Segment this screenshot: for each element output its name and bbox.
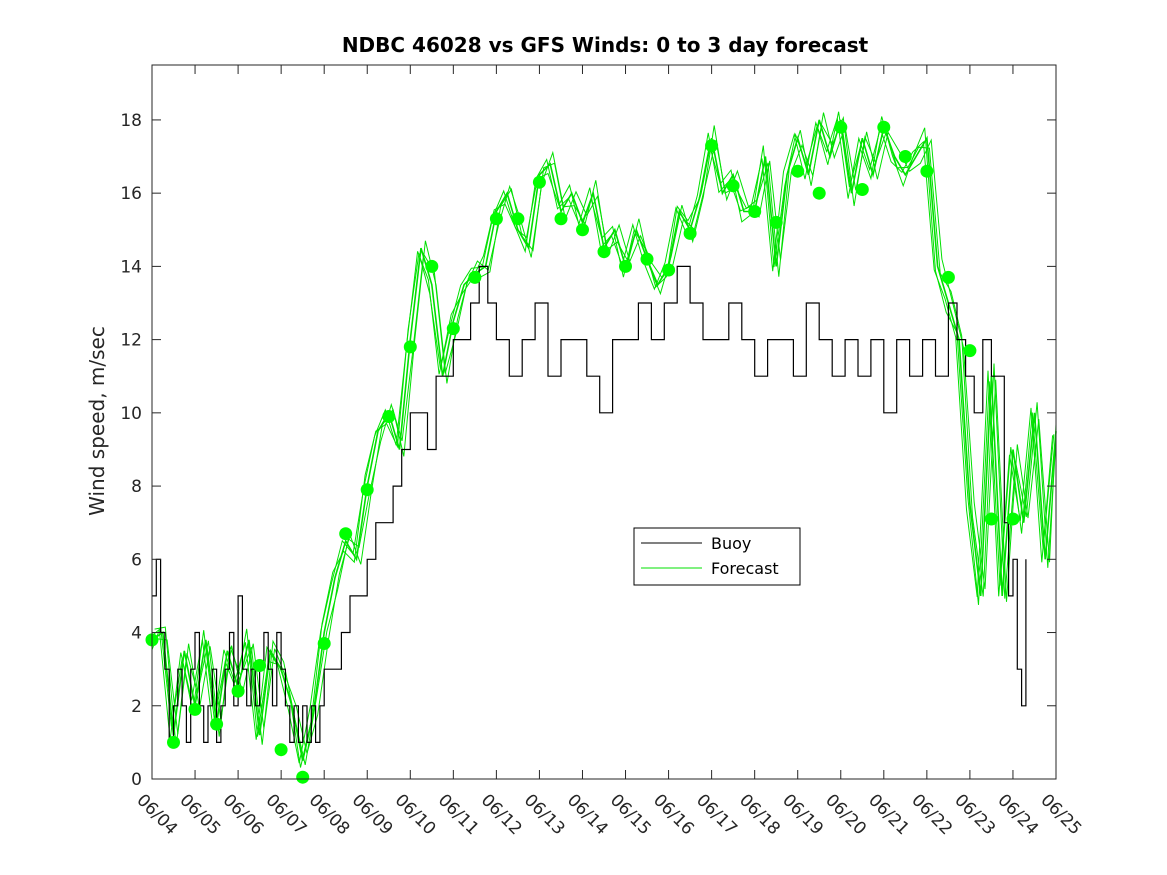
- forecast-marker: [963, 344, 977, 358]
- forecast-marker: [920, 164, 934, 178]
- legend: Buoy Forecast: [633, 527, 801, 586]
- legend-label-forecast: Forecast: [711, 559, 779, 578]
- forecast-marker: [403, 340, 417, 354]
- forecast-marker: [748, 205, 762, 218]
- legend-box: [633, 527, 801, 586]
- y-tick-label: 10: [120, 404, 142, 424]
- y-tick-label: 12: [120, 331, 142, 351]
- forecast-marker: [898, 150, 912, 163]
- forecast-marker: [683, 226, 697, 240]
- forecast-marker: [511, 212, 525, 226]
- chart-title: NDBC 46028 vs GFS Winds: 0 to 3 day fore…: [342, 33, 869, 57]
- forecast-marker: [425, 259, 439, 273]
- forecast-marker: [532, 175, 546, 189]
- forecast-marker: [619, 259, 632, 273]
- forecast-marker: [769, 215, 783, 229]
- legend-label-buoy: Buoy: [711, 534, 751, 553]
- buoy-line: [152, 265, 1027, 744]
- forecast-marker: [489, 212, 503, 226]
- forecast-marker: [167, 735, 180, 749]
- forecast-marker: [296, 770, 310, 784]
- y-tick-label: 18: [120, 111, 142, 131]
- forecast-marker: [317, 637, 331, 650]
- axes-box: [151, 64, 1057, 780]
- forecast-marker: [576, 223, 589, 237]
- plot-area: [145, 111, 1057, 784]
- forecast-marker: [855, 183, 869, 196]
- forecast-marker: [877, 120, 891, 134]
- forecast-marker: [446, 322, 460, 336]
- forecast-marker: [597, 245, 611, 259]
- forecast-marker: [662, 263, 676, 277]
- forecast-marker: [554, 212, 568, 226]
- forecast-marker: [640, 252, 654, 266]
- forecast-marker: [791, 164, 805, 178]
- forecast-marker: [834, 120, 848, 134]
- y-tick-label: 16: [120, 184, 142, 204]
- forecast-marker: [210, 717, 224, 731]
- forecast-marker: [941, 270, 955, 284]
- forecast-marker: [382, 410, 396, 423]
- forecast-marker: [360, 483, 374, 497]
- forecast-marker: [726, 179, 740, 193]
- forecast-marker: [984, 512, 998, 526]
- y-tick-label: 6: [131, 550, 142, 570]
- y-axis-label: Wind speed, m/sec: [85, 326, 109, 516]
- y-tick-label: 2: [131, 697, 142, 717]
- y-tick-label: 4: [131, 624, 142, 644]
- forecast-marker: [188, 702, 202, 716]
- forecast-marker: [812, 186, 826, 200]
- y-tick-label: 8: [131, 477, 142, 497]
- forecast-marker: [468, 270, 482, 284]
- forecast-line-2: [151, 111, 1055, 768]
- forecast-marker: [274, 743, 288, 757]
- forecast-marker: [339, 527, 353, 541]
- y-tick-label: 0: [131, 770, 142, 790]
- y-tick-label: 14: [120, 257, 142, 277]
- forecast-marker: [253, 659, 267, 672]
- forecast-marker: [231, 684, 245, 698]
- forecast-marker: [1006, 512, 1020, 526]
- forecast-marker: [705, 139, 719, 153]
